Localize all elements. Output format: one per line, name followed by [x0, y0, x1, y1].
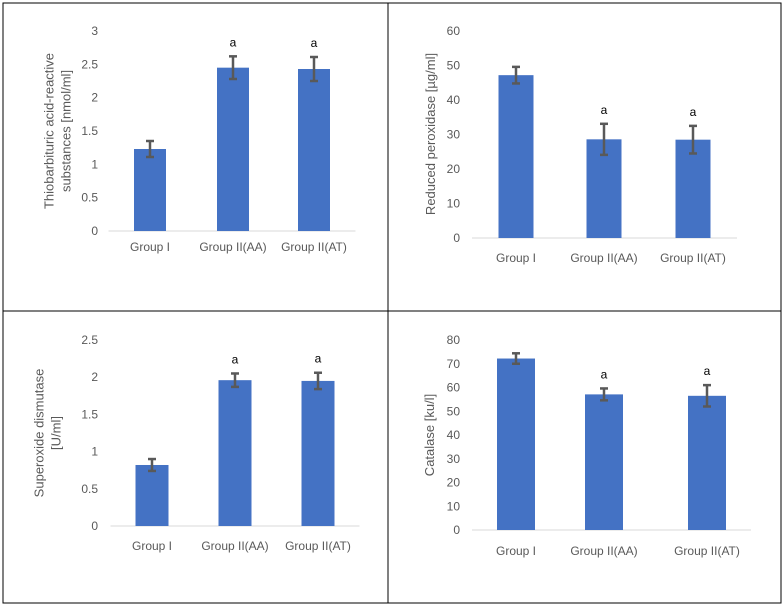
bar-2 — [218, 380, 252, 526]
y-tick-label: 20 — [447, 162, 461, 176]
y-tick-label: 2 — [91, 91, 98, 105]
y-tick-label: 1.5 — [81, 124, 98, 138]
chart-panel-2: 0 10 20 30 40 50 60 Reduced peroxidase [µg/ml] G… — [387, 2, 782, 312]
bar-1 — [135, 464, 169, 526]
category-label: Group I — [496, 251, 536, 265]
chart-panel-4: 0 10 20 30 40 50 60 70 80 Catalase [ku/l] Group I a… — [387, 310, 782, 604]
y-axis-label-line: Superoxide dismutase — [32, 369, 47, 498]
significance-label: a — [230, 35, 237, 49]
significance-label: a — [704, 364, 711, 378]
y-tick-label: 0.5 — [81, 191, 98, 205]
y-tick-label: 10 — [447, 197, 461, 211]
y-tick-label: 50 — [447, 59, 461, 73]
bar-3 — [301, 380, 335, 526]
y-tick-label: 3 — [91, 24, 98, 38]
y-tick-label: 10 — [447, 499, 461, 513]
panel-border — [387, 310, 782, 604]
y-tick-label: 0 — [91, 224, 98, 238]
significance-label: a — [232, 352, 239, 366]
category-label: Group II(AT) — [674, 544, 740, 558]
y-tick-label: 1 — [91, 445, 98, 459]
category-label: Group I — [496, 544, 536, 558]
y-axis-label: Thiobarbituric acid-reactive substances [… — [42, 53, 74, 209]
y-tick-label: 50 — [447, 404, 461, 418]
significance-label: a — [601, 103, 608, 117]
y-tick-label: 80 — [447, 333, 461, 347]
y-tick-label: 2 — [91, 370, 98, 384]
y-tick-label: 30 — [447, 128, 461, 142]
y-axis-label: Catalase [ku/l] — [422, 394, 437, 476]
significance-label: a — [601, 367, 608, 381]
y-tick-label: 0 — [453, 231, 460, 245]
bar-1 — [134, 149, 166, 231]
category-label: Group II(AT) — [285, 539, 351, 553]
y-tick-label: 2.5 — [81, 333, 98, 347]
bar-3 — [298, 69, 330, 231]
y-axis-label-line: [U/ml] — [49, 416, 64, 450]
y-axis-label: Reduced peroxidase [µg/ml] — [423, 53, 438, 215]
chart-panel-1: 0 0.5 1 1.5 2 2.5 3 Thiobarbituric acid-reactiv… — [2, 2, 389, 312]
bar-3 — [675, 139, 711, 238]
y-tick-label: 0 — [453, 523, 460, 537]
category-label: Group II(AT) — [281, 240, 347, 254]
significance-label: a — [690, 105, 697, 119]
bar-2 — [585, 394, 623, 530]
bar-1 — [497, 358, 535, 530]
category-label: Group I — [130, 240, 170, 254]
y-axis-label-line: Reduced peroxidase [µg/ml] — [423, 53, 438, 215]
y-tick-label: 60 — [447, 24, 461, 38]
y-tick-label: 70 — [447, 357, 461, 371]
y-axis-label-line: Thiobarbituric acid-reactive — [42, 53, 57, 209]
bar-3 — [688, 395, 726, 530]
bar-2 — [217, 67, 249, 232]
y-axis-label-line: Catalase [ku/l] — [422, 394, 437, 476]
y-tick-label: 2.5 — [81, 57, 98, 71]
y-axis-label-line: substances [nmol/ml] — [59, 70, 74, 192]
category-label: Group II(AA) — [201, 539, 268, 553]
y-tick-label: 40 — [447, 428, 461, 442]
y-tick-label: 1.5 — [81, 407, 98, 421]
category-label: Group I — [132, 539, 172, 553]
category-label: Group II(AT) — [660, 251, 726, 265]
y-tick-label: 30 — [447, 452, 461, 466]
chart-panel-3: 0 0.5 1 1.5 2 2.5 Superoxide dismutase [U/ml] Gr… — [2, 310, 389, 604]
y-tick-label: 0 — [91, 519, 98, 533]
y-tick-label: 20 — [447, 476, 461, 490]
category-label: Group II(AA) — [570, 544, 637, 558]
y-tick-label: 0.5 — [81, 482, 98, 496]
y-tick-label: 1 — [91, 157, 98, 171]
category-label: Group II(AA) — [199, 240, 266, 254]
significance-label: a — [311, 36, 318, 50]
significance-label: a — [315, 352, 322, 366]
bar-1 — [498, 75, 534, 238]
y-tick-label: 60 — [447, 381, 461, 395]
y-axis-label: Superoxide dismutase [U/ml] — [32, 369, 64, 498]
category-label: Group II(AA) — [570, 251, 637, 265]
y-tick-label: 40 — [447, 93, 461, 107]
